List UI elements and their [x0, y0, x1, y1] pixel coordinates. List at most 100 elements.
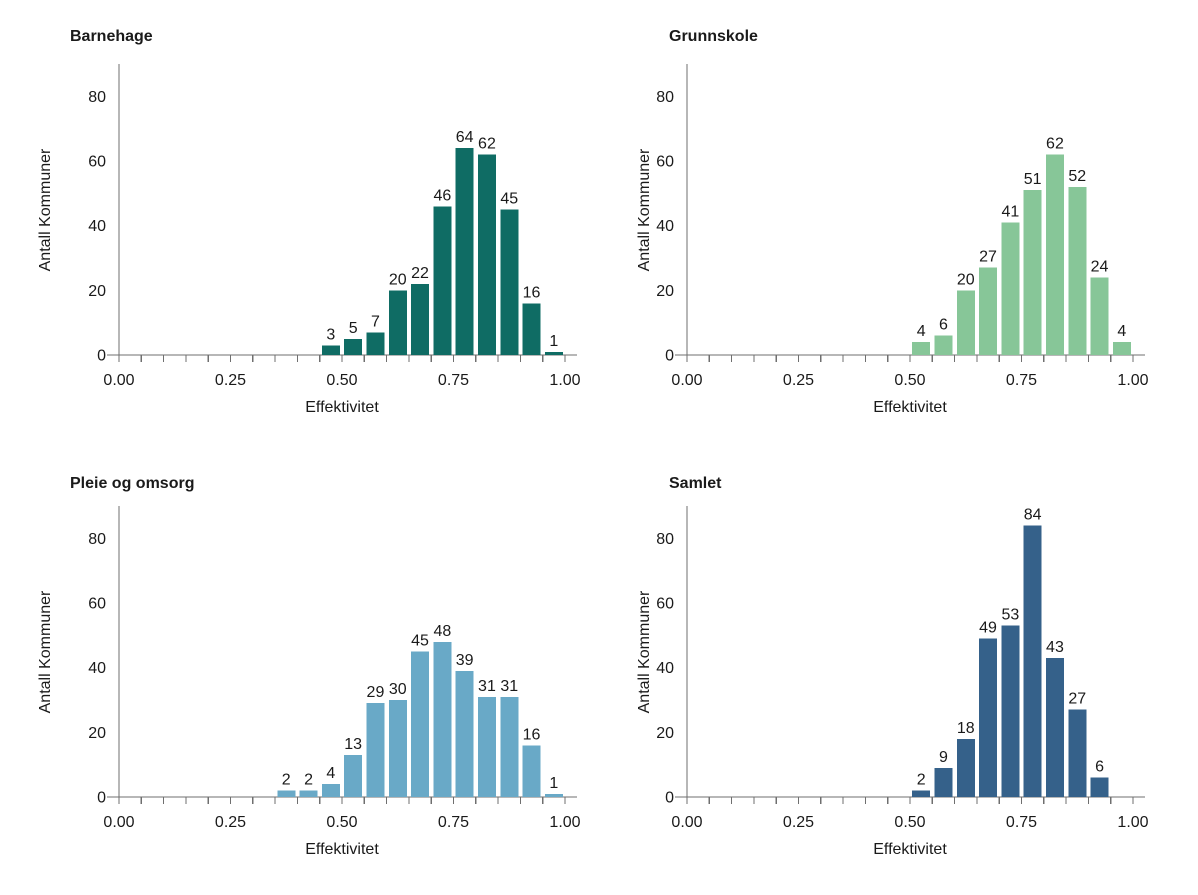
y-tick-label: 0: [665, 348, 674, 365]
bar-value-label: 43: [1046, 639, 1064, 656]
bar-value-label: 30: [389, 681, 407, 698]
bar-value-label: 13: [344, 736, 362, 753]
bar: [321, 345, 340, 355]
bar-value-label: 1: [549, 775, 558, 792]
bar: [912, 342, 931, 355]
bar-value-label: 49: [979, 620, 997, 637]
bar: [912, 790, 931, 797]
x-tick-label: 0.25: [783, 814, 814, 831]
bar-value-label: 24: [1091, 258, 1109, 275]
x-axis-title: Effektivitet: [873, 841, 947, 858]
bar: [979, 638, 998, 797]
bar: [433, 206, 452, 355]
bar: [433, 641, 452, 797]
bar-value-label: 27: [1068, 691, 1086, 708]
bar: [1112, 342, 1131, 355]
y-tick-label: 60: [88, 596, 106, 613]
x-tick-label: 0.00: [671, 372, 702, 389]
x-tick-label: 0.50: [326, 814, 357, 831]
bar-value-label: 20: [957, 271, 975, 288]
x-tick-label: 0.75: [438, 814, 469, 831]
y-tick-label: 40: [88, 660, 106, 677]
bar-value-label: 52: [1068, 168, 1086, 185]
x-tick-label: 0.50: [326, 372, 357, 389]
bar: [299, 790, 318, 797]
bar-value-label: 5: [349, 320, 358, 337]
bar-value-label: 51: [1024, 171, 1042, 188]
bar: [1001, 222, 1020, 355]
bar: [277, 790, 296, 797]
bar-value-label: 4: [917, 323, 926, 340]
x-tick-label: 0.75: [1006, 372, 1037, 389]
bar: [1001, 625, 1020, 797]
y-tick-label: 60: [88, 154, 106, 171]
bar: [1023, 190, 1042, 355]
bar: [544, 793, 563, 797]
bar: [388, 700, 407, 797]
bar: [979, 267, 998, 355]
y-tick-label: 20: [656, 725, 674, 742]
bar: [455, 670, 474, 797]
bar-value-label: 16: [523, 284, 541, 301]
panel-barnehage: Barnehage Antall Kommuner Effektivitet 0…: [0, 0, 599, 448]
x-tick-label: 1.00: [1117, 372, 1148, 389]
bar-value-label: 6: [1095, 759, 1104, 776]
bar: [1068, 186, 1087, 355]
bar: [1068, 709, 1087, 797]
panel-title: Pleie og omsorg: [70, 475, 195, 492]
bar-value-label: 6: [939, 317, 948, 334]
bar: [411, 651, 430, 797]
bar-value-label: 45: [500, 191, 518, 208]
bar-value-label: 41: [1001, 203, 1019, 220]
bar: [500, 696, 519, 797]
bar: [1090, 277, 1109, 355]
bar-value-label: 48: [433, 623, 451, 640]
y-tick-label: 0: [665, 790, 674, 807]
bar-value-label: 62: [478, 136, 496, 153]
x-tick-label: 1.00: [549, 814, 580, 831]
x-tick-label: 0.00: [103, 814, 134, 831]
bar-value-label: 31: [478, 678, 496, 695]
bar-value-label: 7: [371, 313, 380, 330]
bar: [366, 703, 385, 797]
bar: [477, 154, 496, 355]
bar: [344, 754, 363, 797]
x-tick-label: 0.25: [215, 814, 246, 831]
bar-value-label: 39: [456, 652, 474, 669]
panel-samlet: Samlet Antall Kommuner Effektivitet 0.00…: [599, 447, 1198, 895]
panel-grunnskole: Grunnskole Antall Kommuner Effektivitet …: [599, 0, 1198, 448]
bar: [366, 332, 385, 355]
x-tick-label: 0.50: [894, 372, 925, 389]
bar: [455, 148, 474, 355]
y-tick-label: 80: [88, 531, 106, 548]
bar: [477, 696, 496, 797]
x-tick-label: 1.00: [549, 372, 580, 389]
panel-title: Barnehage: [70, 28, 153, 45]
bar-value-label: 62: [1046, 136, 1064, 153]
bar-value-label: 84: [1024, 506, 1042, 523]
y-tick-label: 40: [656, 218, 674, 235]
x-tick-label: 0.75: [438, 372, 469, 389]
x-axis-title: Effektivitet: [305, 841, 379, 858]
bar-value-label: 20: [389, 271, 407, 288]
x-tick-label: 0.75: [1006, 814, 1037, 831]
bar-value-label: 4: [1117, 323, 1126, 340]
bar-value-label: 16: [523, 726, 541, 743]
bar: [956, 738, 975, 797]
bar-value-label: 64: [456, 129, 474, 146]
panel-title: Samlet: [669, 475, 722, 492]
y-tick-label: 20: [656, 283, 674, 300]
bar-value-label: 2: [917, 772, 926, 789]
bar-value-label: 2: [304, 772, 313, 789]
bar-value-label: 46: [433, 187, 451, 204]
x-tick-label: 0.25: [783, 372, 814, 389]
bar: [522, 303, 541, 355]
bar: [934, 767, 953, 797]
bar-value-label: 3: [326, 326, 335, 343]
panel-title: Grunnskole: [669, 28, 758, 45]
